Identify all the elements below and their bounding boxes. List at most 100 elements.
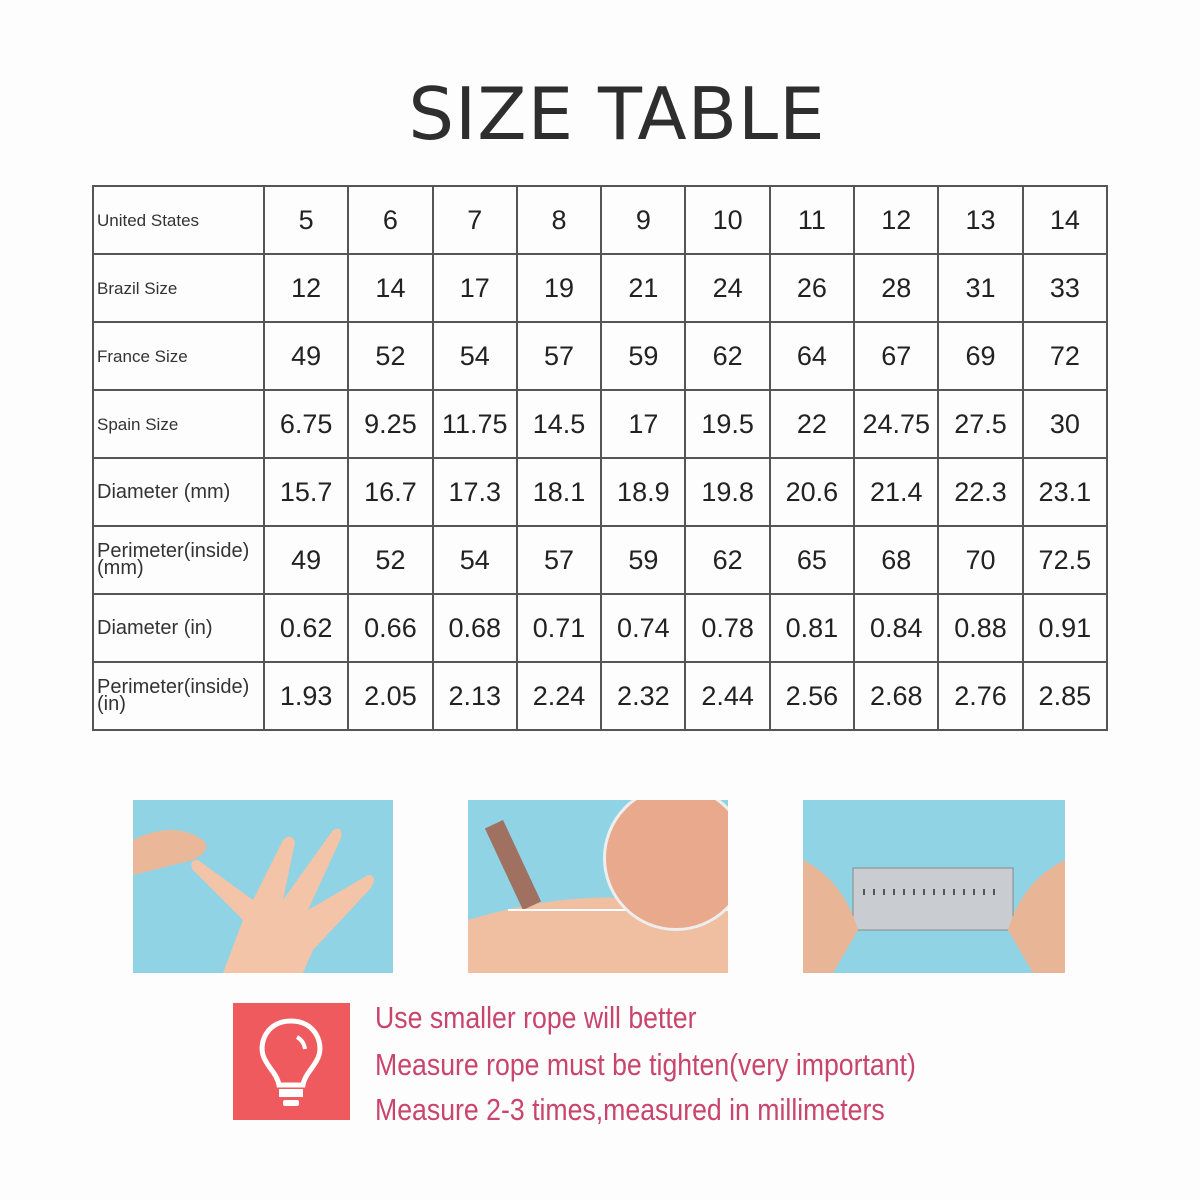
table-cell: 12 [262,253,350,323]
table-cell: 2.24 [515,661,603,731]
table-cell: 0.88 [937,593,1024,663]
table-cell: 9 [600,185,687,255]
table-cell: 12 [853,185,940,255]
table-cell: 62 [684,525,771,595]
table-row: United States 5 6 7 8 9 10 11 12 13 14 [92,185,1109,255]
table-cell: 10 [684,185,771,255]
table-cell: 13 [937,185,1024,255]
table-cell: 68 [853,525,940,595]
table-cell: 30 [1021,389,1109,459]
table-row: Diameter (in) 0.62 0.66 0.68 0.71 0.74 0.78 0.8… [92,593,1109,663]
table-cell: 2.44 [684,661,771,731]
zoom-circle [603,800,728,931]
table-cell: 21.4 [853,457,940,527]
table-cell: 64 [768,321,856,391]
table-cell: 54 [431,321,518,391]
table-cell: 2.13 [431,661,518,731]
table-cell: 2.76 [937,661,1024,731]
table-cell: 0.68 [431,593,518,663]
table-cell: 67 [853,321,940,391]
table-cell: 17 [431,253,518,323]
tip-line: Measure 2-3 times,measured in millimeter… [375,1092,885,1127]
table-cell: 0.74 [600,593,687,663]
table-cell: 49 [262,525,350,595]
table-cell: 14 [1021,185,1109,255]
table-cell: 28 [853,253,940,323]
table-cell: 22.3 [937,457,1024,527]
ruler-illustration [803,860,1065,973]
table-cell: 33 [1021,253,1109,323]
row-label: Diameter (mm) [92,457,265,527]
table-row: Diameter (mm) 15.7 16.7 17.3 18.1 18.9 19.8 20.… [92,457,1109,527]
table-cell: 0.84 [853,593,940,663]
table-cell: 49 [262,321,350,391]
table-cell: 59 [600,321,687,391]
row-label: France Size [92,321,265,391]
table-cell: 52 [347,525,434,595]
table-cell: 19.5 [684,389,771,459]
table-cell: 0.66 [347,593,434,663]
tip-line: Measure rope must be tighten(very import… [375,1047,916,1082]
row-label: Spain Size [92,389,265,459]
table-cell: 0.62 [262,593,350,663]
table-cell: 14 [347,253,434,323]
table-cell: 72.5 [1021,525,1109,595]
table-cell: 24 [684,253,771,323]
table-cell: 11 [768,185,856,255]
table-cell: 17.3 [431,457,518,527]
table-cell: 9.25 [347,389,434,459]
marking-rope-photo [468,800,728,973]
table-row: Spain Size 6.75 9.25 11.75 14.5 17 19.5 22 24.75… [92,389,1109,459]
table-cell: 52 [347,321,434,391]
table-cell: 22 [768,389,856,459]
table-cell: 59 [600,525,687,595]
table-cell: 19 [515,253,603,323]
lightbulb-icon [233,1003,350,1120]
table-cell: 21 [600,253,687,323]
table-cell: 2.32 [600,661,687,731]
table-cell: 69 [937,321,1024,391]
ruler-measure-photo [803,800,1065,973]
table-cell: 57 [515,321,603,391]
table-cell: 23.1 [1021,457,1109,527]
table-cell: 18.1 [515,457,603,527]
row-label: Brazil Size [92,253,265,323]
row-label: Diameter (in) [92,593,265,663]
table-cell: 18.9 [600,457,687,527]
hand-illustration [133,828,374,973]
table-cell: 6.75 [262,389,350,459]
row-label: Perimeter(inside) (mm) [92,525,265,595]
table-cell: 5 [262,185,350,255]
row-label: United States [92,185,265,255]
table-cell: 2.68 [853,661,940,731]
table-cell: 8 [515,185,603,255]
tip-line: Use smaller rope will better [375,1000,697,1035]
table-cell: 1.93 [262,661,350,731]
table-cell: 0.78 [684,593,771,663]
table-cell: 0.81 [768,593,856,663]
table-cell: 70 [937,525,1024,595]
table-cell: 72 [1021,321,1109,391]
table-row: France Size 49 52 54 57 59 62 64 67 69 72 [92,321,1109,391]
hand-finger-photo [133,800,393,973]
table-cell: 0.91 [1021,593,1109,663]
table-cell: 54 [431,525,518,595]
table-cell: 65 [768,525,856,595]
page-title: SIZE TABLE [408,72,826,156]
table-cell: 15.7 [262,457,350,527]
table-cell: 0.71 [515,593,603,663]
table-cell: 2.05 [347,661,434,731]
table-cell: 26 [768,253,856,323]
size-table: United States 5 6 7 8 9 10 11 12 13 14 Brazil Size 1… [92,185,1109,731]
table-cell: 2.56 [768,661,856,731]
table-row: Brazil Size 12 14 17 19 21 24 26 28 31 33 [92,253,1109,323]
table-cell: 16.7 [347,457,434,527]
table-cell: 11.75 [431,389,518,459]
table-cell: 62 [684,321,771,391]
table-cell: 57 [515,525,603,595]
table-cell: 14.5 [515,389,603,459]
table-cell: 17 [600,389,687,459]
table-cell: 20.6 [768,457,856,527]
table-cell: 6 [347,185,434,255]
table-cell: 31 [937,253,1024,323]
